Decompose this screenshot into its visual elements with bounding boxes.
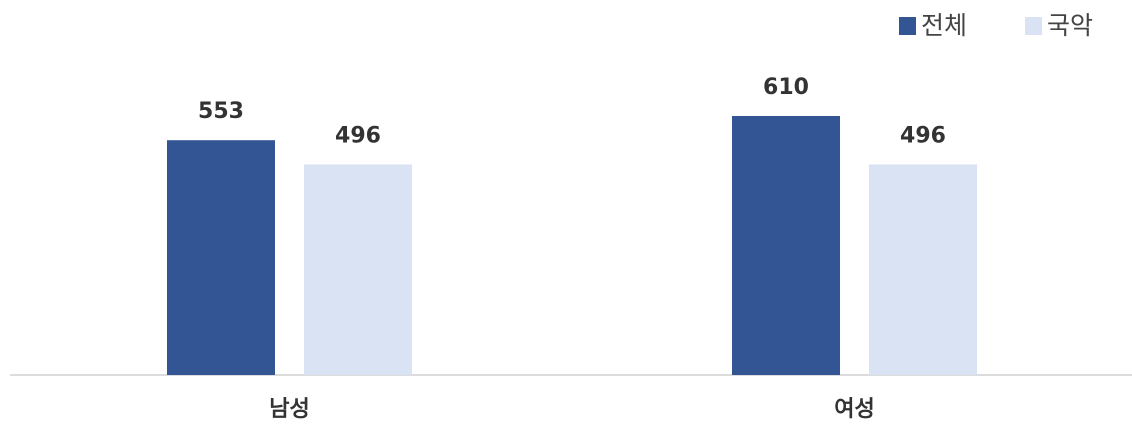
legend-label: 국악	[1047, 11, 1093, 40]
x-tick-label: 남성	[269, 397, 309, 422]
x-tick-label: 여성	[834, 397, 874, 422]
bar	[167, 140, 275, 375]
data-label: 496	[900, 123, 946, 148]
legend-label: 전체	[921, 11, 967, 40]
data-label: 553	[198, 99, 244, 124]
bar	[869, 164, 977, 375]
bar	[304, 164, 412, 375]
bar	[732, 116, 840, 375]
legend-swatch	[1025, 17, 1042, 35]
data-label: 496	[335, 123, 381, 148]
data-label: 610	[763, 75, 809, 100]
legend-swatch	[899, 17, 916, 35]
